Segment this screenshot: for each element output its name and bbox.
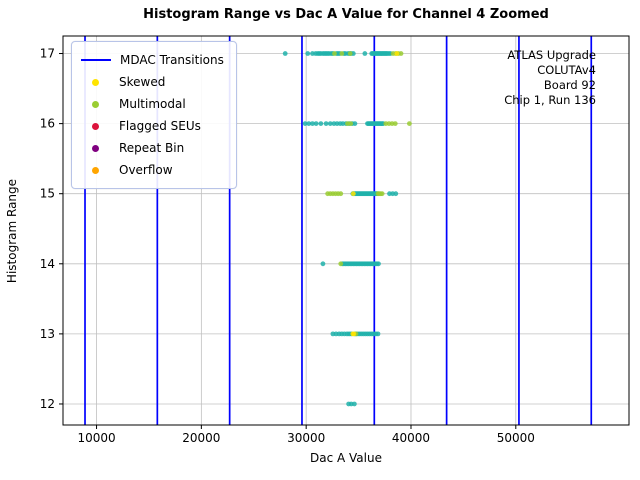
- scatter-point-skewed: [394, 51, 400, 56]
- scatter-point-multimodal: [338, 261, 344, 267]
- scatter-point-normal: [313, 121, 319, 127]
- axes-box: [62, 35, 630, 426]
- scatter-point-normal: [362, 51, 368, 56]
- scatter-point-normal: [327, 121, 333, 127]
- legend-dot-marker: [92, 100, 99, 108]
- legend-dot-marker: [92, 144, 99, 152]
- scatter-point-multimodal: [379, 191, 385, 197]
- annotation-text: ATLAS Upgrade COLUTAv4 Board 92 Chip 1, …: [504, 48, 596, 108]
- y-tick-label: 17: [40, 47, 55, 61]
- scatter-point-normal: [302, 121, 308, 127]
- legend-label: Skewed: [119, 75, 166, 89]
- scatter-point-normal: [352, 121, 358, 127]
- legend-dot-marker: [92, 166, 99, 174]
- scatter-point-skewed: [351, 331, 357, 337]
- annotation-line-1: ATLAS Upgrade: [507, 48, 596, 62]
- scatter-point-normal: [320, 261, 326, 267]
- scatter-point-normal: [282, 51, 288, 56]
- scatter-point-multimodal: [392, 121, 398, 127]
- legend-item-skewed: Skewed: [81, 71, 224, 93]
- scatter-point-normal: [393, 191, 399, 197]
- y-tick-label: 15: [40, 187, 55, 201]
- legend-label: Repeat Bin: [119, 141, 185, 155]
- x-tick-label: 30000: [287, 431, 325, 445]
- scatter-point-multimodal: [398, 51, 404, 56]
- y-tick-label: 12: [40, 397, 55, 411]
- scatter-point-normal: [306, 121, 312, 127]
- x-tick-label: 50000: [497, 431, 535, 445]
- y-tick-label: 14: [40, 257, 55, 271]
- chart-title: Histogram Range vs Dac A Value for Chann…: [143, 7, 549, 22]
- legend-item-multimodal: Multimodal: [81, 93, 224, 115]
- scatter-point-normal: [305, 51, 311, 56]
- scatter-point-multimodal: [347, 51, 353, 56]
- legend-dot-marker: [92, 78, 99, 86]
- x-tick-label: 40000: [392, 431, 430, 445]
- scatter-point-multimodal: [332, 51, 337, 56]
- scatter-point-normal: [375, 331, 381, 337]
- scatter-point-normal: [376, 261, 381, 267]
- scatter-point-normal: [318, 121, 324, 127]
- legend-line-marker: [81, 59, 111, 61]
- legend-label: Multimodal: [119, 97, 186, 111]
- scatter-point-multimodal: [348, 121, 354, 127]
- annotation-line-3: Board 92: [543, 78, 596, 92]
- legend-item-flagged-seus: Flagged SEUs: [81, 115, 224, 137]
- y-axis-label: Histogram Range: [5, 178, 19, 284]
- scatter-point-skewed: [350, 191, 356, 197]
- legend-dot-marker: [92, 122, 99, 130]
- scatter-point-normal: [323, 121, 329, 127]
- scatter-point-normal: [351, 401, 357, 407]
- y-tick-label: 13: [40, 327, 55, 341]
- legend: MDAC Transitions Skewed Multimodal Flagged …: [71, 41, 237, 189]
- x-tick-label: 10000: [77, 431, 115, 445]
- y-tick-label: 16: [40, 117, 55, 131]
- scatter-point-multimodal: [407, 121, 412, 127]
- scatter-point-normal: [310, 121, 315, 127]
- legend-label: Overflow: [119, 163, 173, 177]
- legend-label: MDAC Transitions: [120, 53, 224, 67]
- scatter-point-multimodal: [338, 191, 344, 197]
- legend-item-mdac-transitions: MDAC Transitions: [81, 49, 224, 71]
- legend-label: Flagged SEUs: [119, 119, 201, 133]
- legend-item-repeat-bin: Repeat Bin: [81, 137, 224, 159]
- x-axis-label: Dac A Value: [310, 451, 382, 465]
- scatter-point-multimodal: [339, 51, 345, 56]
- annotation-line-2: COLUTAv4: [537, 63, 596, 77]
- annotation-line-4: Chip 1, Run 136: [504, 93, 596, 107]
- x-tick-label: 20000: [182, 431, 220, 445]
- legend-item-overflow: Overflow: [81, 159, 224, 181]
